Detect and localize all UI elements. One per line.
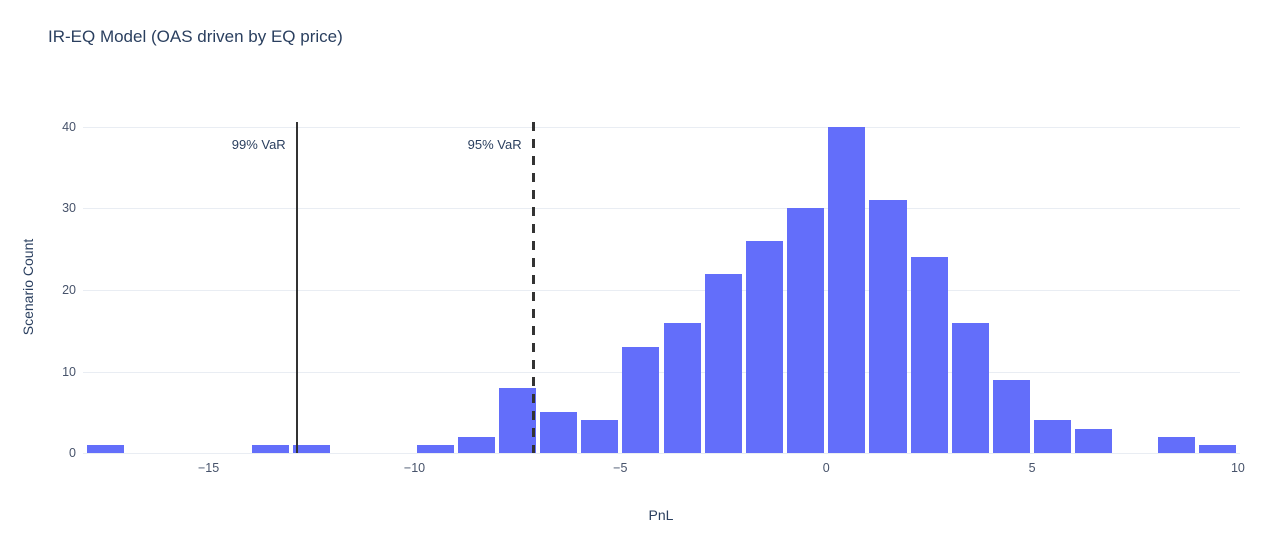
y-gridline [83,208,1240,210]
histogram-bar[interactable] [787,208,825,453]
x-tick-label: −5 [613,461,628,475]
histogram-bar[interactable] [581,420,619,453]
y-gridline [83,289,1240,291]
x-tick-label: 0 [822,461,830,475]
y-gridline [83,371,1240,373]
histogram-bar[interactable] [992,379,1031,453]
histogram-bar[interactable] [416,444,454,453]
histogram-bar[interactable] [745,241,783,453]
y-axis-title: Scenario Count [20,238,36,336]
histogram-bar[interactable] [622,347,660,453]
histogram-bar[interactable] [1034,420,1072,453]
histogram-bar[interactable] [869,200,907,453]
x-tick-label: 10 [1230,461,1245,475]
histogram-bar[interactable] [87,444,125,453]
x-tick-label: −15 [197,461,220,475]
y-tick-label: 10 [62,364,76,379]
y-tick-label: 20 [62,282,76,297]
y-tick-label: 0 [69,446,76,460]
y-tick-label: 40 [62,119,76,134]
histogram-bar[interactable] [663,322,701,453]
y-gridline [83,453,1240,454]
histogram-bar[interactable] [251,444,289,453]
histogram-bar[interactable] [292,444,331,453]
plot-area[interactable]: 99% VaR 95% VaR [83,122,1240,454]
x-tick-label: −10 [403,461,426,475]
y-gridline [83,126,1240,128]
histogram-bar[interactable] [1198,444,1236,453]
histogram-bar[interactable] [910,257,948,453]
histogram-bar[interactable] [951,322,989,453]
x-axis-title: PnL [648,507,674,523]
histogram-bar[interactable] [540,412,578,453]
x-tick-label: 5 [1028,461,1036,475]
histogram-bar[interactable] [828,126,866,453]
histogram-bar[interactable] [704,273,742,453]
y-tick-label: 30 [62,201,76,216]
95-varlabel: 95% VaR [467,137,522,152]
99-varlabel: 99% VaR [231,137,286,152]
histogram-bar[interactable] [457,436,495,453]
histogram-bar[interactable] [498,387,536,453]
histogram-bar[interactable] [1075,428,1113,453]
99-varline [295,122,298,453]
95-varline [531,122,535,453]
histogram-bar[interactable] [1157,436,1195,453]
chart-title: IR-EQ Model (OAS driven by EQ price) [48,27,343,46]
